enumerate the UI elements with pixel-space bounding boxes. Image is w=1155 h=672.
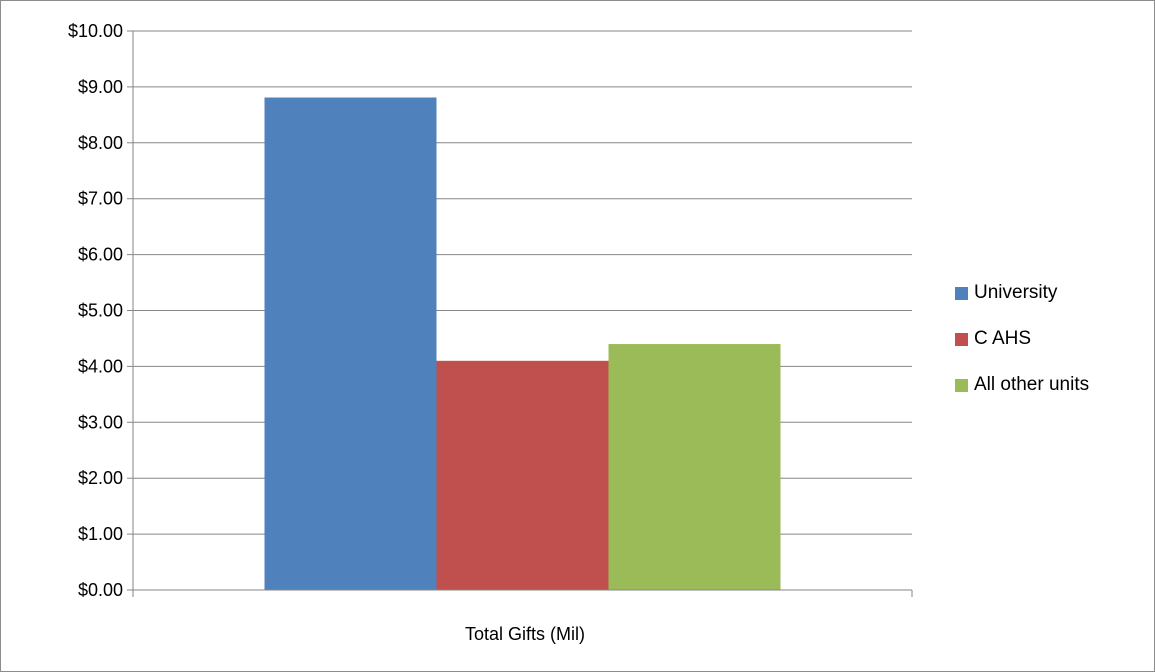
gridlines (133, 30, 912, 535)
legend-item-c-ahs: C AHS (955, 325, 1089, 353)
legend-label-all-other-units: All other units (974, 374, 1090, 395)
y-tick-label: $6.00 (78, 245, 123, 265)
bar-university (264, 97, 437, 591)
y-tick-labels: $0.00 $1.00 $2.00 $3.00 $4.00 $5.00 $6.00 $7.00… (68, 21, 123, 600)
legend-item-university: University (955, 279, 1089, 307)
y-tick-label: $3.00 (78, 412, 123, 432)
y-tick-label: $5.00 (78, 301, 123, 321)
y-tick-label: $4.00 (78, 356, 123, 376)
legend-swatch-c-ahs (955, 332, 968, 346)
y-tick-label: $7.00 (78, 189, 123, 209)
bar-all-other-units (608, 344, 781, 590)
legend-swatch-university (955, 286, 968, 300)
legend-item-all-other-units: All other units (955, 371, 1089, 399)
category-label: Total Gifts (Mil) (465, 624, 585, 644)
legend-label-c-ahs: C AHS (974, 328, 1032, 349)
y-tick-label: $9.00 (78, 77, 123, 97)
bars (264, 97, 781, 591)
y-tick-label: $10.00 (68, 21, 123, 41)
y-tick-label: $0.00 (78, 580, 123, 600)
axes (127, 30, 913, 597)
y-tick-label: $8.00 (78, 133, 123, 153)
bar-c-ahs (436, 360, 609, 590)
y-tick-label: $1.00 (78, 524, 123, 544)
y-tick-label: $2.00 (78, 468, 123, 488)
legend: University C AHS All other units (955, 279, 1089, 417)
legend-swatch-all-other-units (955, 378, 968, 392)
legend-label-university: University (974, 282, 1058, 303)
